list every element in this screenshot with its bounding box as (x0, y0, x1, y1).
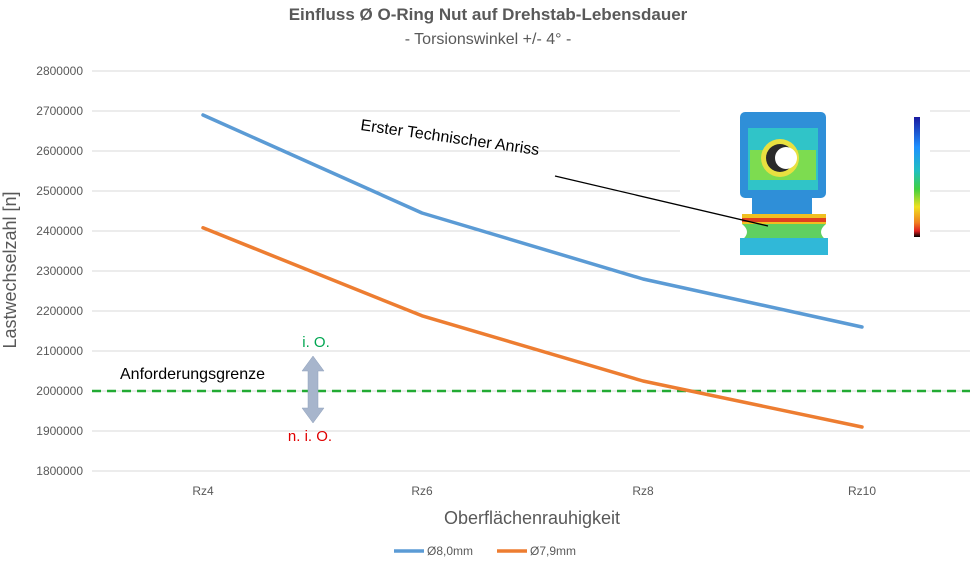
ok-label: i. O. (302, 334, 330, 351)
y-tick-label: 2100000 (36, 344, 83, 358)
y-tick-label: 2000000 (36, 384, 83, 398)
y-tick-labels: 1800000 1900000 2000000 2100000 2200000 23000… (36, 64, 83, 478)
legend-label: Ø7,9mm (530, 544, 576, 558)
series-line-0 (201, 113, 864, 329)
crack-pointer-line (554, 175, 769, 227)
chart-subtitle: - Torsionswinkel +/- 4° - (405, 31, 572, 48)
x-tick-label: Rz8 (632, 484, 654, 498)
y-tick-label: 2400000 (36, 224, 83, 238)
y-tick-label: 2200000 (36, 304, 83, 318)
nok-label: n. i. O. (288, 428, 332, 445)
y-tick-label: 1900000 (36, 424, 83, 438)
x-axis-title: Oberflächenrauhigkeit (444, 508, 620, 528)
y-tick-label: 1800000 (36, 464, 83, 478)
double-arrow-icon (301, 355, 325, 424)
legend-label: Ø8,0mm (427, 544, 473, 558)
series-lines (201, 113, 864, 429)
y-axis-title: Lastwechselzahl [n] (0, 191, 20, 348)
fea-stress-plot-icon (680, 108, 930, 258)
threshold-label: Anforderungsgrenze (120, 366, 265, 383)
y-tick-label: 2500000 (36, 184, 83, 198)
y-tick-label: 2800000 (36, 64, 83, 78)
x-tick-labels: Rz4 Rz6 Rz8 Rz10 (192, 484, 876, 498)
x-tick-label: Rz4 (192, 484, 214, 498)
crack-annotation: Erster Technischer Anriss (359, 117, 540, 159)
series-line-1 (201, 226, 864, 429)
y-tick-label: 2700000 (36, 104, 83, 118)
y-tick-label: 2600000 (36, 144, 83, 158)
chart-title: Einfluss Ø O-Ring Nut auf Drehstab-Leben… (289, 5, 688, 24)
y-tick-label: 2300000 (36, 264, 83, 278)
x-tick-label: Rz10 (848, 484, 876, 498)
legend: Ø8,0mm Ø7,9mm (394, 544, 576, 558)
x-tick-label: Rz6 (411, 484, 433, 498)
